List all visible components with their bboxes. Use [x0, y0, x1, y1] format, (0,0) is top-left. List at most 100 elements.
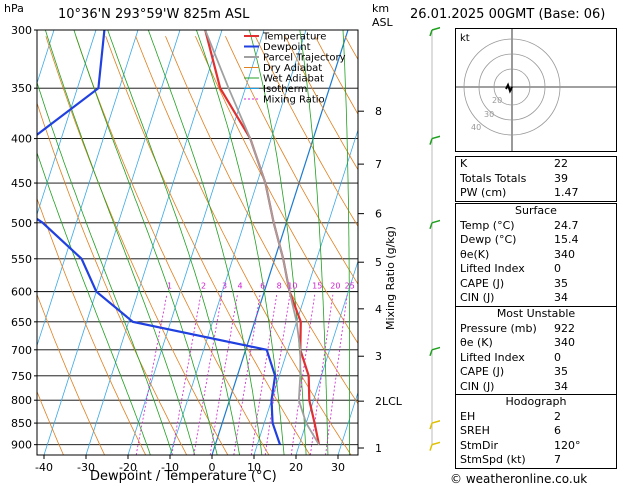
index-value: 1.47 — [554, 186, 579, 199]
index-label: PW (cm) — [460, 186, 507, 199]
row-value: 35 — [554, 365, 568, 378]
hodo-ring-30: 30 — [484, 110, 494, 119]
dry-adiabat — [45, 36, 229, 455]
row-value: 0 — [554, 350, 561, 364]
surface-table: Surface Temp (°C) 24.7 Dewp (°C) 15.4 θe(K… — [455, 203, 617, 307]
row-label: Pressure (mb) — [460, 321, 537, 335]
wind-barb-flag — [429, 138, 433, 145]
wet-adiabat — [248, 30, 307, 455]
hodo-ring-40: 40 — [471, 123, 481, 132]
wet-adiabat — [107, 30, 240, 455]
wind-barb — [431, 219, 440, 224]
legend-label: Temperature — [262, 32, 326, 43]
legend-label: Parcel Trajectory — [263, 53, 346, 64]
hpa-unit-label: hPa — [4, 2, 24, 15]
wind-barb-flag — [429, 349, 433, 357]
mixing-ratio-axis-title: Mixing Ratio (g/kg) — [384, 226, 397, 330]
index-value: 39 — [554, 171, 568, 185]
mixing-ratio-label: 1 — [167, 281, 172, 290]
altitude-tick-label: 2LCL — [375, 395, 403, 408]
mixing-ratio-label: 10 — [287, 281, 297, 290]
mixing-ratio-line — [233, 294, 261, 455]
hodograph-unit: kt — [460, 33, 470, 44]
pressure-tick-label: 600 — [11, 286, 32, 299]
row-label: θe(K) — [460, 247, 490, 261]
pressure-tick-label: 650 — [11, 316, 32, 329]
wet-adiabat — [37, 81, 173, 455]
hodograph-plot: kt 20 30 40 — [456, 29, 616, 151]
skewt-grid — [37, 30, 440, 455]
row-label: SREH — [460, 424, 490, 437]
temperature-tick-label: -10 — [161, 461, 179, 474]
temperature-tick-label: 30 — [331, 461, 345, 474]
row-label: Lifted Index — [460, 350, 525, 364]
legend-label: Dry Adiabat — [263, 63, 322, 74]
dry-adiabat — [254, 36, 358, 228]
dry-adiabat — [105, 36, 311, 455]
dry-adiabat — [37, 197, 147, 455]
row-label: Lifted Index — [460, 262, 525, 275]
altitude-tick-label: 1 — [375, 442, 382, 455]
mixing-ratio-line — [209, 294, 238, 455]
row-label: CAPE (J) — [460, 365, 505, 378]
skewt-curves — [37, 30, 321, 446]
wet-adiabat — [342, 30, 351, 455]
legend-label: Isotherm — [263, 84, 307, 95]
row-value: 34 — [554, 291, 568, 304]
wet-adiabat — [37, 151, 151, 455]
isotherm — [169, 30, 307, 455]
altitude-tick-label: 4 — [375, 303, 382, 316]
row-value: 120° — [554, 438, 581, 452]
pressure-tick-label: 800 — [11, 394, 32, 407]
wet-adiabat — [45, 30, 196, 455]
temperature-tick-label: -40 — [35, 461, 53, 474]
skewt-axes: 3003504004505005506006507007508008509001… — [11, 24, 403, 474]
isotherm — [422, 30, 440, 455]
index-label: Totals Totals — [460, 171, 527, 185]
row-value: 15.4 — [554, 233, 579, 246]
row-value: 35 — [554, 276, 568, 290]
row-label: StmSpd (kt) — [460, 453, 526, 466]
isotherm — [37, 30, 97, 216]
row-value: 0 — [554, 262, 561, 275]
mixing-ratio-label: 6 — [260, 281, 265, 290]
index-label: K — [460, 157, 468, 170]
wind-barb — [431, 420, 440, 424]
temperature-tick-label: -30 — [77, 461, 95, 474]
indices-table: K 22 Totals Totals 39 PW (cm) 1.47 — [455, 156, 617, 202]
wind-barbs — [429, 26, 440, 451]
wet-adiabat — [73, 30, 218, 455]
row-value: 922 — [554, 321, 575, 335]
wind-barb — [431, 441, 440, 446]
x-axis-title: Dewpoint / Temperature (°C) — [90, 469, 277, 484]
mixing-ratio-line — [290, 294, 316, 455]
mixing-ratio-label: 15 — [312, 281, 322, 290]
wet-adiabat — [371, 30, 379, 455]
pressure-tick-label: 350 — [11, 82, 32, 95]
row-value: 340 — [554, 247, 575, 261]
hodograph-panel: kt 20 30 40 — [455, 28, 617, 152]
wind-barb — [431, 346, 440, 351]
index-value: 22 — [554, 157, 568, 170]
mixing-ratio-line — [310, 294, 334, 455]
row-label: θe (K) — [460, 336, 493, 349]
km-unit-label: km — [372, 2, 390, 15]
wet-adiabat — [147, 30, 263, 455]
mixing-ratio-label: 25 — [345, 281, 355, 290]
mixing-ratio-label: 8 — [277, 281, 282, 290]
altitude-tick-label: 8 — [375, 105, 382, 118]
isotherm — [43, 30, 181, 455]
dry-adiabat — [314, 36, 358, 115]
wind-barb-flag — [429, 222, 433, 230]
row-label: Temp (°C) — [460, 218, 515, 232]
row-label: Dewp (°C) — [460, 233, 517, 246]
row-value: 2 — [554, 409, 561, 423]
dry-adiabat — [75, 36, 270, 455]
altitude-tick-label: 5 — [375, 256, 382, 269]
dry-adiabat — [284, 36, 358, 171]
wind-barb-flag — [429, 422, 433, 430]
wet-adiabat — [196, 30, 285, 455]
parcel-trajectory-line — [204, 30, 320, 446]
mixing-ratio-line — [193, 294, 223, 455]
